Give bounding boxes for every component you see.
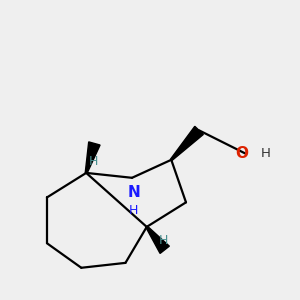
- Text: H: H: [129, 204, 138, 217]
- Text: H: H: [89, 155, 98, 168]
- Text: H: H: [261, 147, 271, 160]
- Polygon shape: [146, 226, 169, 253]
- Text: O: O: [235, 146, 248, 161]
- Text: N: N: [127, 185, 140, 200]
- Polygon shape: [171, 126, 203, 160]
- Polygon shape: [85, 142, 100, 173]
- Text: H: H: [158, 234, 168, 247]
